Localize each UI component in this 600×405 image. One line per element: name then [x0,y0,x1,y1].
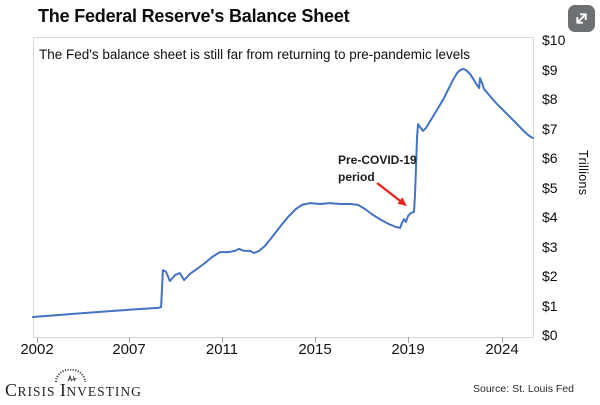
logo-word2-initial: I [59,380,67,400]
expand-button[interactable] [568,5,595,32]
pre-covid-annotation-line1: Pre-COVID-19 [338,153,417,167]
crisis-investing-logo: CRISIS INVESTING [5,380,142,401]
crisis-investing-emblem-icon [54,369,87,383]
expand-icon [576,13,587,24]
y-tick-label-1: $1 [542,297,558,314]
x-tick-mark-2019 [408,337,409,343]
y-tick-label-0: $0 [542,327,558,343]
y-tick-label-6: $6 [542,150,558,166]
x-tick-label-2002: 2002 [20,341,54,358]
y-tick-label-4: $4 [542,209,558,225]
x-tick-label-2024: 2024 [485,341,519,358]
y-axis-title: Trillions [576,150,590,196]
y-tick-label-8: $8 [542,91,558,107]
y-tick-label-7: $7 [542,120,558,137]
x-tick-label-2019: 2019 [391,341,425,358]
logo-word2-rest: NVESTING [66,384,142,399]
pre-covid-annotation-line2: period [338,169,375,184]
x-tick-mark-2015 [315,337,316,343]
x-tick-label-2015: 2015 [298,341,332,358]
y-tick-label-10: $10 [542,32,566,48]
x-tick-mark-2011 [222,337,223,343]
page-title: The Federal Reserve's Balance Sheet [38,6,350,26]
x-tick-label-2007: 2007 [112,341,146,358]
logo-word1-initial: C [5,380,18,400]
fed-balance-sheet-line [32,67,534,318]
plot-area [33,37,534,338]
x-tick-mark-2024 [502,337,503,343]
y-tick-label-5: $5 [542,179,558,196]
x-tick-mark-2002 [37,337,38,343]
y-tick-label-9: $9 [542,61,558,78]
x-tick-mark-2007 [129,337,130,343]
y-tick-label-2: $2 [542,268,558,284]
chart-subtitle: The Fed's balance sheet is still far fro… [39,47,471,62]
x-tick-label-2011: 2011 [205,341,239,358]
logo-word1-rest: RISIS [17,384,56,399]
annotation-arrow [376,182,407,206]
pre-covid-annotation: Pre-COVID-19 period [338,152,417,185]
source-attribution: Source: St. Louis Fed [473,383,574,395]
y-tick-label-3: $3 [542,238,558,255]
